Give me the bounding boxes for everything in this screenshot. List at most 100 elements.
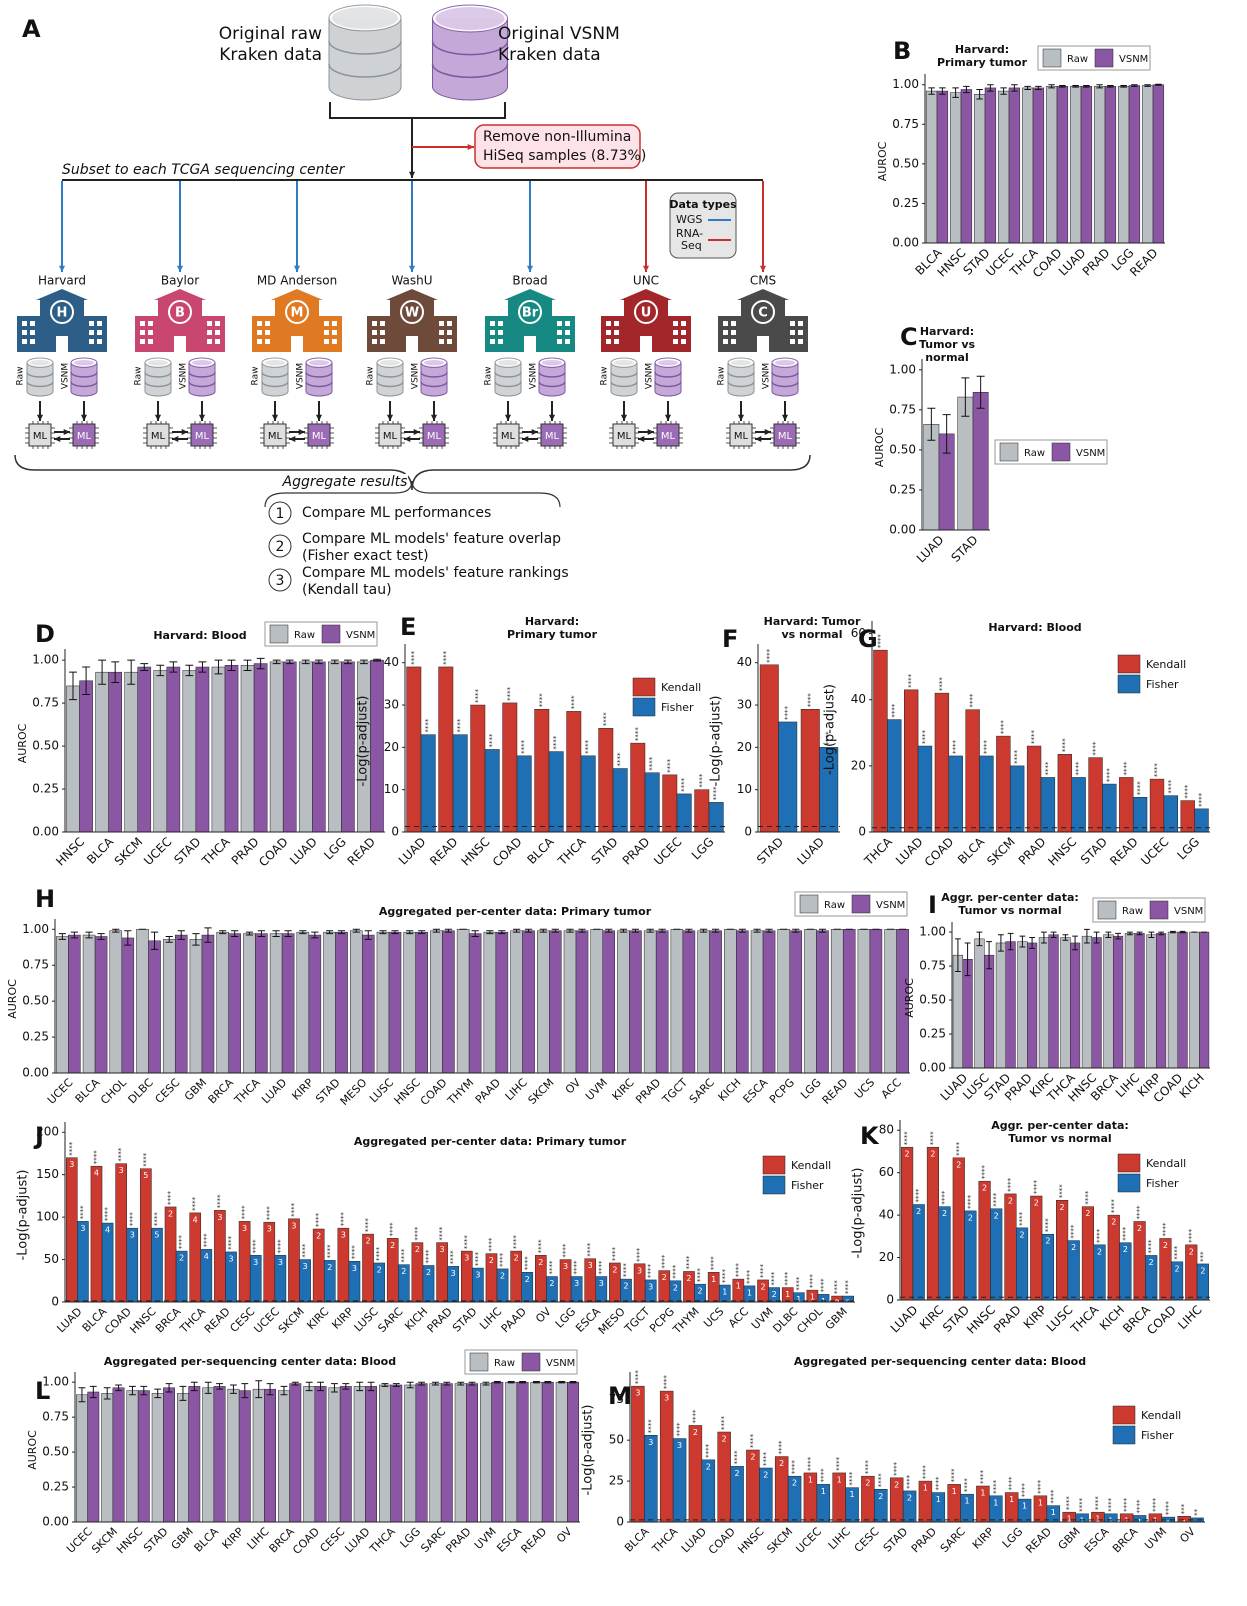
chip-label: ML [501, 431, 516, 442]
bar [682, 930, 696, 1074]
label-bg [280, 474, 408, 490]
db-label: Raw [600, 367, 610, 386]
bar [972, 391, 989, 531]
significance: **** [456, 718, 464, 733]
error-bar [955, 938, 961, 972]
significance: **** [1036, 1479, 1044, 1494]
bar [282, 661, 297, 833]
bar [388, 931, 402, 1074]
window [207, 339, 212, 344]
window [265, 330, 270, 335]
bar [415, 931, 428, 1074]
bar [936, 90, 949, 244]
bar [308, 934, 322, 1074]
bar [873, 649, 888, 833]
database-top [775, 360, 795, 366]
error-bar [1024, 85, 1031, 90]
significance: **** [79, 1205, 87, 1220]
chip-label: ML [661, 431, 676, 442]
significance: **** [506, 686, 514, 701]
filter-label: Remove non-Illumina [483, 129, 631, 145]
legend-label: Kendall [661, 681, 701, 694]
center-count: 3 [278, 1258, 283, 1267]
source-label: Kraken data [219, 45, 322, 65]
center-count: 3 [464, 1254, 469, 1263]
window [723, 330, 728, 335]
y-tick-label: 0.25 [919, 1027, 946, 1041]
door [174, 336, 186, 352]
significance: **** [570, 695, 578, 710]
error-bar [658, 928, 666, 933]
bar [101, 1222, 114, 1303]
error-bar [1048, 84, 1055, 89]
chip [422, 423, 446, 447]
error-bar [317, 1381, 324, 1392]
error-bar [1084, 928, 1090, 944]
database-top [332, 6, 398, 29]
center-count: 1 [965, 1497, 970, 1506]
center-count: 2 [426, 1268, 431, 1277]
window [798, 339, 803, 344]
error-bar [524, 928, 533, 933]
center-count: 4 [94, 1169, 99, 1178]
center-count: 1 [850, 1490, 855, 1499]
bar [201, 934, 215, 1074]
chart-title: Harvard: Blood [153, 629, 246, 642]
significance: **** [1110, 1199, 1118, 1214]
bar [1199, 931, 1210, 1069]
significance: **** [915, 1188, 923, 1203]
chip [190, 423, 214, 447]
bar [973, 93, 986, 244]
window [606, 339, 611, 344]
significance: **** [938, 677, 946, 692]
window [798, 321, 803, 326]
y-axis-label: AUROC [903, 978, 916, 1018]
significance: **** [808, 1274, 816, 1289]
door [757, 336, 769, 352]
bar [1194, 808, 1209, 833]
error-bar [1105, 931, 1112, 939]
bar [148, 940, 161, 1074]
significance: **** [216, 1194, 224, 1209]
error-bar [280, 1385, 288, 1396]
error-bar [272, 659, 281, 665]
significance: **** [921, 730, 929, 745]
error-bar [765, 928, 773, 933]
database-top [309, 360, 329, 366]
y-tick-label: 50 [44, 1252, 59, 1266]
significance: **** [791, 1460, 799, 1475]
significance: **** [696, 1268, 704, 1283]
error-bar [976, 375, 985, 409]
error-bar [356, 1381, 364, 1392]
error-bar [818, 928, 827, 933]
error-bar [1029, 937, 1035, 949]
chip-label: ML [33, 431, 48, 442]
significance: **** [438, 1226, 446, 1241]
error-bar [963, 85, 970, 94]
panel-label: E [400, 613, 416, 641]
center-count: 2 [1071, 1243, 1076, 1252]
legend-label: Fisher [1146, 678, 1179, 691]
database-band [376, 381, 404, 388]
bar [1093, 86, 1106, 244]
center-letter: Br [522, 306, 539, 321]
window [790, 339, 795, 344]
window [140, 339, 145, 344]
significance: **** [992, 1479, 1000, 1494]
arrow-head [63, 428, 70, 436]
significance: **** [597, 1260, 605, 1275]
bar [960, 89, 973, 244]
window [447, 330, 452, 335]
center-count: 2 [489, 1256, 494, 1265]
center-count: 5 [154, 1231, 159, 1240]
chip [729, 423, 753, 447]
error-bar [1050, 931, 1057, 939]
chart-title: Tumor vs normal [1008, 1132, 1111, 1145]
chart-title: Aggregated per-center data: Primary tumo… [354, 1135, 627, 1148]
arrow-head [154, 414, 162, 421]
bar [1038, 937, 1049, 1069]
significance: **** [326, 1244, 334, 1259]
building [386, 289, 438, 300]
y-tick-label: 0 [391, 825, 399, 839]
significance: **** [770, 1271, 778, 1286]
